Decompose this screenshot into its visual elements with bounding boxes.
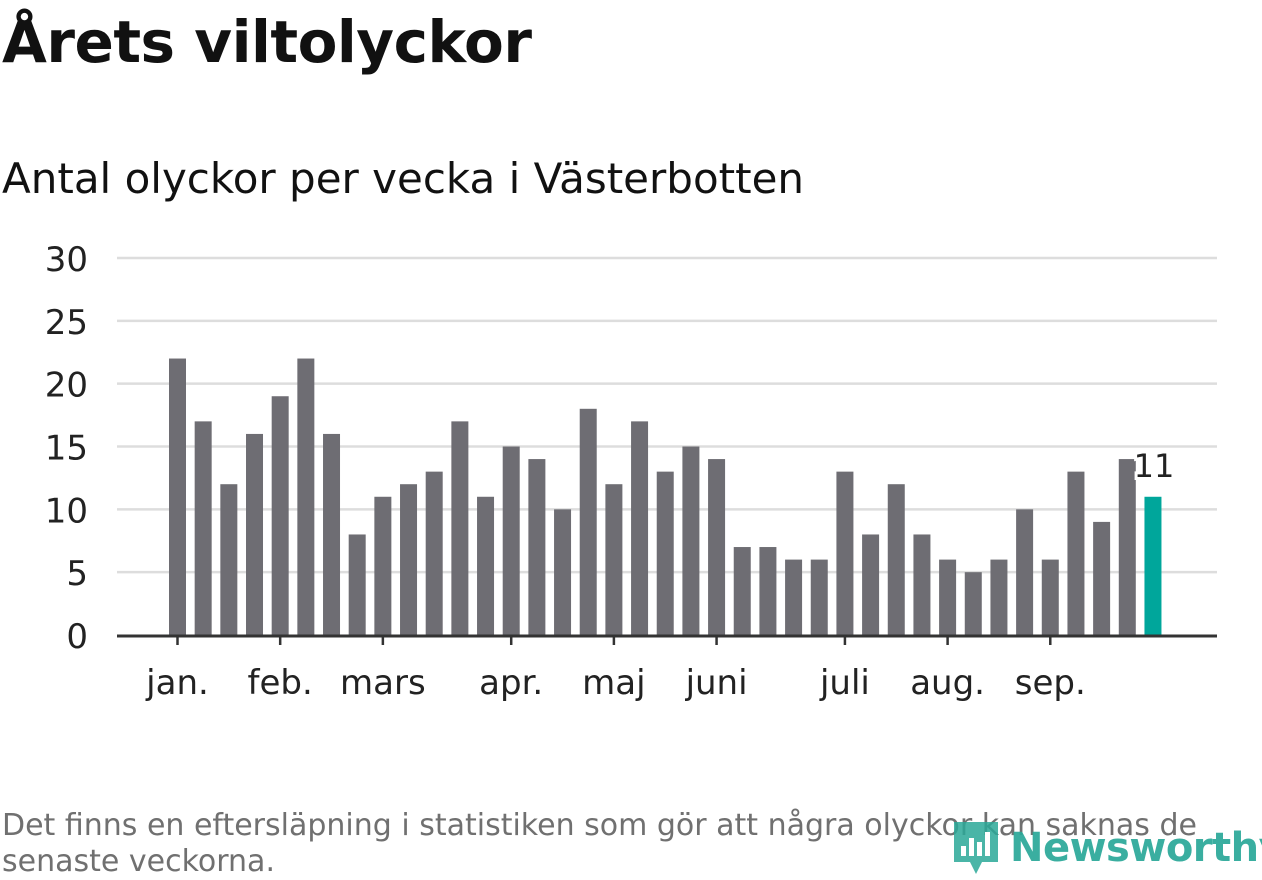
x-tick-label: juli <box>819 663 870 703</box>
bar <box>374 496 392 635</box>
bar <box>220 484 238 635</box>
bar <box>605 484 623 635</box>
brand-logo: Newsworthy <box>950 818 1262 878</box>
bar <box>836 471 854 635</box>
bar <box>246 433 264 635</box>
y-tick-label: 0 <box>66 617 88 657</box>
bar <box>579 408 597 635</box>
x-tick-label: sep. <box>1015 663 1086 703</box>
x-tick-label: maj <box>582 663 645 703</box>
newsworthy-logo-icon <box>954 822 998 874</box>
y-tick-label: 20 <box>45 366 88 406</box>
bar <box>631 421 649 635</box>
x-tick-label: apr. <box>479 663 543 703</box>
bar <box>502 446 520 635</box>
bar <box>528 459 546 635</box>
bar <box>939 559 957 635</box>
y-tick-label: 15 <box>45 429 88 469</box>
bar <box>1118 459 1136 635</box>
bar <box>1067 471 1085 635</box>
bar <box>733 547 751 635</box>
chart-subtitle: Antal olyckor per vecka i Västerbotten <box>2 154 805 203</box>
bar <box>913 534 931 635</box>
bar <box>1016 509 1034 635</box>
bar <box>169 358 186 635</box>
bar <box>323 433 341 635</box>
bar <box>297 358 315 635</box>
bar <box>708 459 726 635</box>
bar <box>477 496 495 635</box>
bar <box>990 559 1008 635</box>
bar <box>785 559 803 635</box>
bar <box>682 446 700 635</box>
bar <box>862 534 880 635</box>
x-tick-label: feb. <box>248 663 313 703</box>
bar <box>759 547 777 635</box>
y-tick-label: 5 <box>66 554 88 594</box>
bar <box>400 484 418 635</box>
highlighted-bar <box>1144 496 1162 635</box>
bar <box>271 396 289 635</box>
x-tick-label: juni <box>685 663 748 703</box>
bar <box>964 572 982 635</box>
x-tick-label: aug. <box>910 663 985 703</box>
value-annotation: 11 <box>1134 447 1175 485</box>
y-tick-label: 30 <box>45 240 88 280</box>
bar <box>451 421 469 635</box>
bar <box>1093 521 1111 635</box>
y-tick-label: 10 <box>45 491 88 531</box>
bar <box>348 534 366 635</box>
bar <box>887 484 905 635</box>
x-tick-label: jan. <box>145 663 209 703</box>
x-tick-label: mars <box>340 663 426 703</box>
bar <box>425 471 443 635</box>
chart-title: Årets viltolyckor <box>2 8 532 76</box>
bar <box>554 509 572 635</box>
bar <box>810 559 828 635</box>
bar <box>656 471 674 635</box>
bar <box>1041 559 1059 635</box>
bar <box>194 421 212 635</box>
y-tick-label: 25 <box>45 303 88 343</box>
brand-name: Newsworthy <box>1010 825 1262 871</box>
